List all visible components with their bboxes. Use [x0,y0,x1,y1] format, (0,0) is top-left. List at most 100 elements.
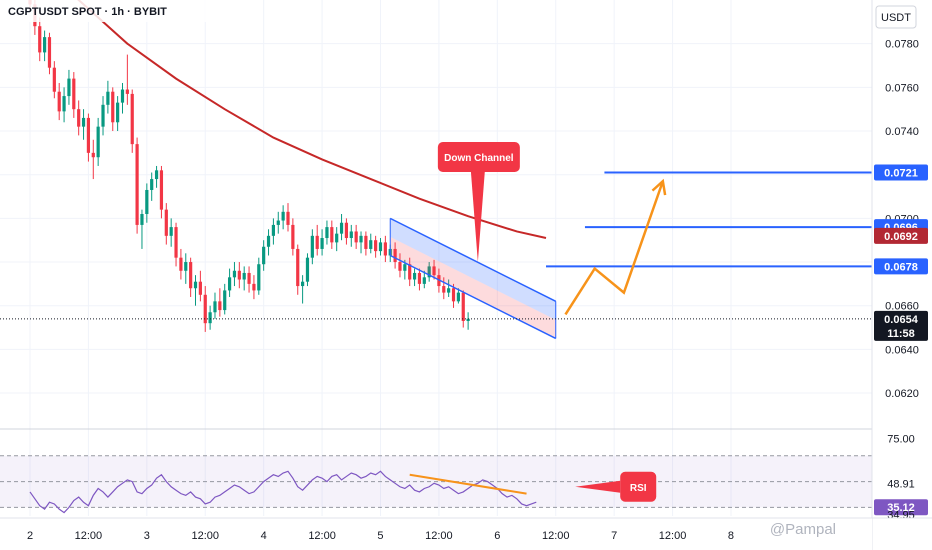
down-channel-annotation[interactable]: Down Channel [437,142,520,263]
candle-body [354,231,358,243]
time-tick-label: 6 [494,530,500,542]
projection-arrowhead [651,178,667,196]
channel-lower-fill [390,236,556,339]
candle-body [130,93,134,145]
candle-body [257,264,261,291]
candle [198,270,202,302]
candle [276,211,280,234]
currency-badge[interactable] [875,5,917,29]
level-price-tag[interactable] [874,258,928,275]
candle [101,96,105,136]
candle-body [422,277,426,284]
time-tick-label: 3 [144,530,150,542]
candle [62,87,66,123]
candle-body [218,301,222,311]
price-tick-label: 0.0640 [885,344,919,356]
candle [125,54,129,105]
channel-upper-line[interactable] [389,217,557,303]
candle-body [271,224,275,236]
candle [247,266,251,293]
candle-body [364,235,368,249]
candle [369,233,373,254]
candle-body [339,222,344,234]
channel-lower-line[interactable] [389,254,557,340]
moving-average-line [77,0,547,239]
projection-path[interactable] [564,178,667,316]
candle-body [203,294,207,324]
candle-body [174,227,178,258]
level-lines[interactable] [0,171,872,320]
candle-body [456,292,460,302]
candle-body [145,189,149,214]
level-price-tag[interactable] [874,164,928,181]
candle [422,270,426,289]
down-channel[interactable] [389,217,557,340]
current-price-tag [874,310,928,341]
candle-body [150,179,154,190]
time-tick-label: 4 [261,530,267,542]
candle [47,32,52,75]
candle-body [77,109,81,127]
candle-body [208,312,212,324]
candle-body [86,117,91,153]
candle-body [281,211,285,221]
candle-body [237,270,241,280]
rsi-value-tag [874,499,928,516]
candle-body [403,264,407,271]
candle [466,312,470,330]
candle [189,257,193,297]
candle-body [135,144,139,225]
candle [359,231,363,254]
candle [291,218,295,256]
candle [383,235,387,263]
candle [242,266,246,291]
callout-label: Down Channel [444,153,514,164]
channel-upper-fill [390,218,556,320]
time-tick-label: 12:00 [75,530,103,542]
time-tick-label: 8 [728,530,734,542]
candle-body [101,104,105,127]
callout-pointer [470,171,485,263]
candle [271,218,275,245]
candle-body [116,102,120,123]
time-tick-label: 5 [377,530,383,542]
candle-body [91,152,95,158]
candle-body [461,292,465,321]
callout-box[interactable] [437,142,520,172]
price-tick-label: 0.0620 [885,388,919,400]
candle [432,259,436,280]
candle-body [398,262,402,271]
candle [208,305,212,330]
candle [237,262,241,289]
candle-body [52,67,56,92]
candle-body [286,211,290,225]
candle-body [301,281,305,287]
candle-body [393,248,397,263]
candle [193,275,198,306]
candle [227,268,232,297]
candle-body [154,170,159,180]
candle [286,203,290,232]
candle [130,89,134,153]
candle-body [247,272,251,284]
candle-body [81,117,86,127]
projection-line[interactable] [564,180,665,316]
candle [96,117,100,166]
candle-body [96,126,100,158]
candle [81,109,86,140]
candle [106,80,110,114]
candle-body [466,318,470,321]
candle [169,218,173,247]
price-tick-label: 0.0740 [885,126,919,138]
candle-body [291,224,295,249]
candle [364,231,368,256]
candle [184,253,188,284]
candle [252,275,256,300]
candle [67,69,71,105]
candle [57,82,61,121]
candle [344,218,349,245]
candle [179,248,183,280]
rsi-tag-box [620,471,657,502]
candle-body [305,257,310,282]
